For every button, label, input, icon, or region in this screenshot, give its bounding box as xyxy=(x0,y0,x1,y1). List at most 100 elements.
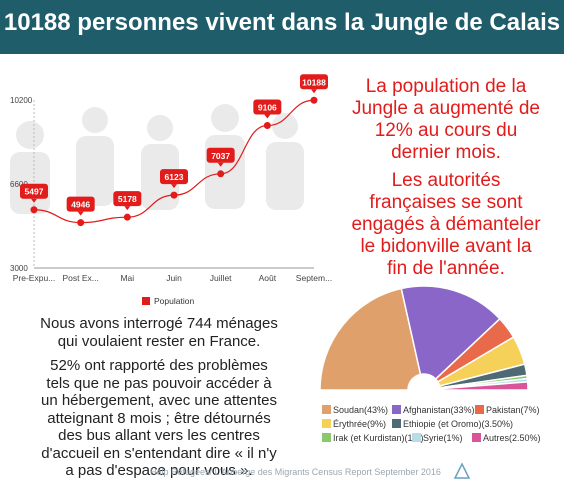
dismantle-line: françaises se sont xyxy=(369,192,523,213)
pie-legend-item: Syrie(1%) xyxy=(412,433,463,443)
pie-legend-item: Pakistan(7%) xyxy=(475,405,540,415)
data-label-bg xyxy=(253,99,282,115)
data-label: 5178 xyxy=(118,194,137,204)
legend-label: Érythrée(9%) xyxy=(333,419,387,429)
legend-swatch xyxy=(392,405,401,414)
dismantle-line: engagés à démanteler xyxy=(351,214,541,235)
dismantle-line: fin de l'année. xyxy=(387,258,505,279)
data-point xyxy=(217,170,225,178)
data-label-bg xyxy=(66,196,95,212)
pie-slice xyxy=(439,381,529,391)
problems-text: 52% ont rapporté des problèmes tels que n… xyxy=(14,357,304,480)
data-label-bg xyxy=(113,191,142,207)
legend-swatch xyxy=(412,433,421,442)
dismantle-line: le bidonville avant la xyxy=(360,236,532,257)
data-label-bg xyxy=(206,147,235,163)
survey-line: Nous avons interrogé 744 ménages xyxy=(40,315,278,332)
data-label: 9106 xyxy=(258,103,277,113)
legend-label: Syrie(1%) xyxy=(423,433,463,443)
legend-swatch xyxy=(392,419,401,428)
header-banner: 10188 personnes vivent dans la Jungle de… xyxy=(0,0,564,54)
problems-line: a pas d'espace pour vous ». xyxy=(65,462,253,479)
problems-line: 52% ont rapporté des problèmes xyxy=(50,357,268,374)
pie-legend-item: Ethiopie (et Oromo)(3.50%) xyxy=(392,419,513,429)
x-tick-label: Juin xyxy=(166,273,182,283)
legend-swatch xyxy=(322,405,331,414)
problems-line: d'accueil en s'entendant dire « il n'y xyxy=(41,444,277,462)
figure-head xyxy=(147,115,173,141)
logo-triangle xyxy=(453,462,471,479)
population-increase-text: La population de la Jungle a augmenté de 1… xyxy=(336,76,556,164)
data-label-pointer xyxy=(31,198,37,203)
x-tick-label: Post Ex... xyxy=(62,273,98,283)
x-tick-label: Juillet xyxy=(210,273,232,283)
data-label: 4946 xyxy=(71,200,90,210)
dismantle-line: Les autorités xyxy=(391,170,501,191)
data-label: 5497 xyxy=(25,187,44,197)
legend-swatch xyxy=(322,419,331,428)
data-label: 7037 xyxy=(211,151,230,161)
population-increase-line: La population de la xyxy=(365,76,527,97)
pie-slice xyxy=(319,287,422,391)
survey-text: Nous avons interrogé 744 ménages qui voul… xyxy=(14,315,304,350)
legend-label: Afghanistan(33%) xyxy=(403,405,475,415)
figure-head xyxy=(272,113,298,139)
legend-swatch xyxy=(475,405,484,414)
data-label-pointer xyxy=(171,184,177,189)
data-point xyxy=(123,213,131,221)
figure-body xyxy=(266,142,304,210)
data-point xyxy=(30,206,38,214)
legend-label: Pakistan(7%) xyxy=(486,405,540,415)
population-increase-line: 12% au cours du xyxy=(374,120,518,141)
page-title: 10188 personnes vivent dans la Jungle de… xyxy=(3,9,561,36)
dismantle-text: Les autorités françaises se sont engagés à… xyxy=(336,170,556,280)
data-label-bg xyxy=(300,74,328,90)
population-increase-line: Jungle a augmenté de xyxy=(351,98,541,119)
pie-legend-item: Soudan(43%) xyxy=(322,405,388,415)
pie-legend-item: Afghanistan(33%) xyxy=(392,405,475,415)
x-tick-label: Mai xyxy=(120,273,134,283)
x-tick-label: Août xyxy=(259,273,277,283)
data-label-pointer xyxy=(77,211,84,216)
data-point xyxy=(170,191,178,199)
data-label-pointer xyxy=(264,114,271,119)
y-tick-label: 10200 xyxy=(10,96,33,105)
legend-label: Irak (et Kurdistan)(1%) xyxy=(333,433,424,443)
figure-head xyxy=(82,107,108,133)
problems-line: un hébergement, avec une attentes xyxy=(40,392,277,409)
x-tick-label: Septem... xyxy=(296,273,332,283)
pie-legend-item: Irak (et Kurdistan)(1%) xyxy=(322,433,424,443)
data-label-pointer xyxy=(217,162,224,167)
data-point xyxy=(77,219,85,227)
legend-label: Autres(2.50%) xyxy=(483,433,541,443)
logo-icon xyxy=(453,462,471,479)
pie-legend-item: Autres(2.50%) xyxy=(472,433,541,443)
data-point xyxy=(263,122,271,130)
data-label: 10188 xyxy=(302,77,326,87)
problems-line: atteignant 8 mois ; être détournés xyxy=(47,409,271,427)
data-label: 6123 xyxy=(165,172,184,182)
data-label-pointer xyxy=(311,89,317,94)
data-label-bg xyxy=(20,183,48,199)
legend-swatch-population xyxy=(142,297,150,305)
legend-label: Soudan(43%) xyxy=(333,405,389,415)
pie-slice xyxy=(400,285,501,381)
y-tick-label: 6600 xyxy=(10,180,28,189)
figure-head xyxy=(211,104,239,132)
pie-legend-item: Érythrée(9%) xyxy=(322,419,386,429)
figure-head xyxy=(16,121,44,149)
legend-swatch xyxy=(322,433,331,442)
data-label-bg xyxy=(160,169,188,185)
survey-line: qui voulaient rester en France. xyxy=(57,332,261,350)
footer-credit: Help Refugees/ L'Auberge des Migrants Ce… xyxy=(150,467,441,477)
legend-label: Ethiopie (et Oromo)(3.50%) xyxy=(403,419,514,429)
problems-line: des bus allant vers les centres xyxy=(58,427,260,444)
legend-label-population: Population xyxy=(154,296,194,306)
problems-line: tels que ne pas pouvoir accéder à xyxy=(46,374,272,392)
figure-body xyxy=(76,136,114,206)
legend-swatch xyxy=(472,433,481,442)
population-increase-line: dernier mois. xyxy=(391,142,501,163)
data-label-pointer xyxy=(124,206,131,211)
